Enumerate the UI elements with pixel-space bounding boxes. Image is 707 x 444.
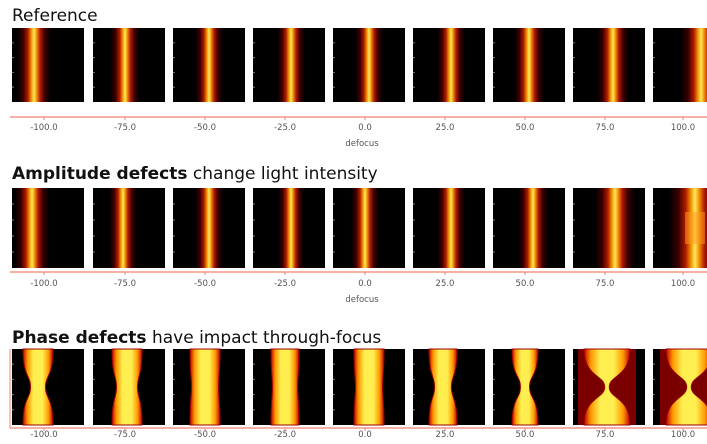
tick-label: 25.0 bbox=[436, 430, 455, 440]
image-panel bbox=[93, 28, 165, 102]
tick-label: -25.0 bbox=[274, 123, 296, 133]
axis-label: defocus bbox=[345, 295, 379, 305]
intensity-stripe bbox=[109, 188, 137, 268]
image-panel bbox=[493, 349, 565, 425]
image-panel bbox=[93, 188, 165, 268]
intensity-stripe bbox=[15, 188, 49, 268]
tick-label: 25.0 bbox=[436, 279, 455, 289]
panel: Phase defects have impact through-focus -… bbox=[10, 328, 707, 440]
image-panel bbox=[653, 349, 707, 425]
image-panel bbox=[573, 349, 645, 425]
image-panel bbox=[253, 28, 325, 102]
tick-label: 100.0 bbox=[671, 123, 695, 133]
tick-label: 25.0 bbox=[436, 123, 455, 133]
intensity-stripe bbox=[437, 28, 465, 102]
intensity-stripe bbox=[681, 28, 707, 102]
tick-label: -75.0 bbox=[114, 279, 136, 289]
intensity-stripe bbox=[437, 188, 465, 268]
panel: Reference -100.0 -75.0 -50.0 -25.0 0.0 25.0 50.… bbox=[10, 6, 707, 149]
intensity-stripe bbox=[110, 28, 140, 102]
intensity-shape bbox=[354, 349, 384, 425]
tick-label: 100.0 bbox=[671, 279, 695, 289]
intensity-stripe bbox=[518, 188, 548, 268]
intensity-stripe bbox=[685, 212, 705, 244]
tick-label: -100.0 bbox=[30, 430, 57, 440]
tick-label: -75.0 bbox=[114, 430, 136, 440]
image-panel bbox=[573, 28, 645, 102]
image-panel bbox=[333, 188, 405, 268]
tick-label: 50.0 bbox=[516, 123, 535, 133]
intensity-stripe bbox=[195, 188, 223, 268]
title-text: Reference bbox=[12, 6, 98, 26]
intensity-shape bbox=[190, 349, 220, 425]
tick-label: 50.0 bbox=[516, 430, 535, 440]
intensity-stripe bbox=[277, 28, 305, 102]
figure: Reference -100.0 -75.0 -50.0 -25.0 0.0 25.0 50.… bbox=[0, 0, 707, 444]
tick-label: 0.0 bbox=[358, 279, 372, 289]
tick-label: -25.0 bbox=[274, 430, 296, 440]
intensity-shape bbox=[112, 349, 142, 425]
image-panel bbox=[653, 188, 707, 268]
intensity-stripe bbox=[278, 188, 304, 268]
tick-label: 100.0 bbox=[671, 430, 695, 440]
intensity-stripe bbox=[17, 28, 51, 102]
tick-label: 0.0 bbox=[358, 123, 372, 133]
image-panel bbox=[253, 188, 325, 268]
tick-label: 75.0 bbox=[596, 123, 615, 133]
title-bold: Phase defects bbox=[12, 328, 147, 348]
image-panel bbox=[173, 28, 245, 102]
panel-title: Amplitude defects change light intensity bbox=[12, 164, 378, 184]
panel: Amplitude defects change light intensity… bbox=[10, 164, 707, 305]
image-panel bbox=[653, 28, 707, 102]
image-panel bbox=[12, 188, 84, 268]
image-panel bbox=[12, 28, 84, 102]
tick-label: -50.0 bbox=[194, 430, 216, 440]
tick-label: -50.0 bbox=[194, 123, 216, 133]
image-panel bbox=[413, 349, 485, 425]
tick-label: -50.0 bbox=[194, 279, 216, 289]
tick-label: 75.0 bbox=[596, 279, 615, 289]
image-panel bbox=[493, 188, 565, 268]
title-bold: Amplitude defects bbox=[12, 164, 188, 184]
axis-label: defocus bbox=[345, 139, 379, 149]
image-panel bbox=[573, 188, 645, 268]
image-panel bbox=[333, 28, 405, 102]
image-panel bbox=[93, 349, 165, 425]
image-panel bbox=[413, 188, 485, 268]
panel-title: Phase defects have impact through-focus bbox=[12, 328, 381, 348]
image-panel bbox=[333, 349, 405, 425]
intensity-stripe bbox=[597, 28, 629, 102]
panel-title: Reference bbox=[12, 6, 98, 26]
intensity-stripe bbox=[514, 28, 544, 102]
image-panel bbox=[12, 349, 84, 425]
title-text: change light intensity bbox=[188, 164, 378, 184]
tick-label: -100.0 bbox=[30, 279, 57, 289]
tick-label: 50.0 bbox=[516, 279, 535, 289]
title-text: have impact through-focus bbox=[147, 328, 382, 348]
image-panel bbox=[173, 188, 245, 268]
tick-label: 0.0 bbox=[358, 430, 372, 440]
image-panel bbox=[253, 349, 325, 425]
tick-label: 75.0 bbox=[596, 430, 615, 440]
image-panel bbox=[493, 28, 565, 102]
image-panel bbox=[413, 28, 485, 102]
intensity-stripe bbox=[595, 188, 635, 268]
tick-label: -75.0 bbox=[114, 123, 136, 133]
intensity-stripe bbox=[355, 28, 383, 102]
intensity-stripe bbox=[195, 28, 223, 102]
intensity-stripe bbox=[351, 188, 379, 268]
tick-label: -100.0 bbox=[30, 123, 57, 133]
tick-label: -25.0 bbox=[274, 279, 296, 289]
intensity-shape bbox=[271, 349, 299, 425]
image-panel bbox=[173, 349, 245, 425]
